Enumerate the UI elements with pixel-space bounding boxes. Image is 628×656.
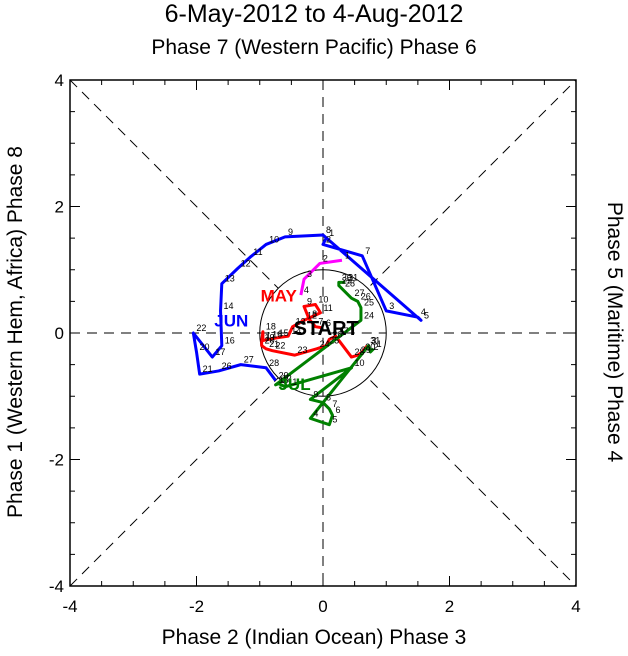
day-label: 29 <box>279 370 289 380</box>
day-label: 14 <box>224 301 234 311</box>
day-label: 26 <box>332 329 342 339</box>
day-label: 7 <box>318 317 323 327</box>
day-label: 17 <box>266 331 276 341</box>
day-label: 12 <box>282 374 292 384</box>
day-label: 13 <box>225 274 235 284</box>
day-label: 23 <box>298 345 308 355</box>
day-label: 26 <box>361 291 371 301</box>
day-label: 16 <box>225 336 235 346</box>
day-label: 21 <box>269 339 279 349</box>
day-label: 1 <box>377 339 382 349</box>
day-label: 8 <box>312 309 317 319</box>
day-label: 25 <box>364 298 374 308</box>
day-label: 5 <box>332 415 337 425</box>
y-tick-label: 0 <box>55 324 64 343</box>
day-label: 4 <box>313 408 318 418</box>
x-tick-label: 0 <box>318 597 327 616</box>
day-label: 2 <box>326 234 331 244</box>
y-tick-label: -4 <box>49 577 64 596</box>
day-label: 11 <box>323 303 332 313</box>
day-label: 3 <box>307 269 312 279</box>
day-label: 11 <box>253 247 262 257</box>
x-tick-label: 4 <box>571 597 580 616</box>
day-label: 3 <box>372 336 377 346</box>
day-label: 13 <box>279 375 289 385</box>
day-label: 13 <box>296 317 306 327</box>
day-label: 20 <box>265 336 275 346</box>
day-label: 29 <box>361 345 371 355</box>
day-label: 27 <box>244 355 254 365</box>
chart-title: 6-May-2012 to 4-Aug-2012 <box>164 0 464 28</box>
day-label: 10 <box>318 295 328 305</box>
day-label: 12 <box>307 310 317 320</box>
day-label: 16 <box>272 329 282 339</box>
series-line-aug <box>299 258 343 296</box>
day-label: 29 <box>342 276 352 286</box>
day-label: 19 <box>265 332 275 342</box>
x-tick-label: -4 <box>62 597 77 616</box>
x-tick-label: -2 <box>189 597 204 616</box>
series-layer <box>191 233 423 427</box>
day-label: 9 <box>313 389 318 399</box>
day-label: 8 <box>326 393 331 403</box>
day-label: 30 <box>365 342 375 352</box>
day-label: 28 <box>269 358 279 368</box>
day-label: 4 <box>304 285 309 295</box>
day-label: 28 <box>354 347 364 357</box>
y-tick-label: 4 <box>55 71 64 90</box>
day-label: 7 <box>365 246 370 256</box>
day-label: 24 <box>364 310 374 320</box>
day-label: 6 <box>326 318 331 328</box>
day-label: 27 <box>354 288 364 298</box>
day-label: 3 <box>389 301 394 311</box>
day-label: 20 <box>200 342 210 352</box>
day-label: 12 <box>241 258 251 268</box>
day-label: 1 <box>345 250 350 260</box>
month-label: JUL <box>278 375 310 394</box>
series-line-jun <box>191 233 423 382</box>
day-label: 9 <box>288 227 293 237</box>
day-label: 27 <box>339 326 349 336</box>
day-label: 14 <box>291 326 301 336</box>
month-label: JUN <box>214 312 248 331</box>
day-label: 6 <box>335 405 340 415</box>
y-tick-label: -2 <box>49 451 64 470</box>
day-label: 8 <box>326 225 331 235</box>
day-label: 15 <box>279 328 289 338</box>
day-label: 7 <box>332 399 337 409</box>
day-label: 25 <box>329 336 339 346</box>
day-label: 2 <box>373 342 378 352</box>
day-label: 22 <box>275 341 285 351</box>
day-label: 17 <box>215 347 225 357</box>
phase-label-bottom: Phase 2 (Indian Ocean) Phase 3 <box>161 626 467 649</box>
day-label: 30 <box>342 272 352 282</box>
phase-label-top: Phase 7 (Western Pacific) Phase 6 <box>151 36 477 59</box>
day-label: 10 <box>354 358 364 368</box>
series-line-may <box>260 303 369 359</box>
y-tick-label: 2 <box>55 198 64 217</box>
series-line-jul <box>274 280 375 427</box>
day-label: 18 <box>266 322 276 332</box>
day-label: 9 <box>307 296 312 306</box>
day-label: 1 <box>329 228 334 238</box>
day-label: 11 <box>288 377 297 387</box>
day-label: 28 <box>345 279 355 289</box>
start-label: START <box>294 318 359 340</box>
day-label: 31 <box>348 272 358 282</box>
x-tick-label: 2 <box>445 597 454 616</box>
day-label: 22 <box>196 323 206 333</box>
day-label: 31 <box>370 336 380 346</box>
month-label: MAY <box>261 286 298 305</box>
day-label: 26 <box>222 361 232 371</box>
day-label: 2 <box>323 253 328 263</box>
day-label: 5 <box>424 310 429 320</box>
day-label: 21 <box>203 364 213 374</box>
day-label: 24 <box>320 339 330 349</box>
day-label: 10 <box>269 234 279 244</box>
day-label: 4 <box>421 307 426 317</box>
